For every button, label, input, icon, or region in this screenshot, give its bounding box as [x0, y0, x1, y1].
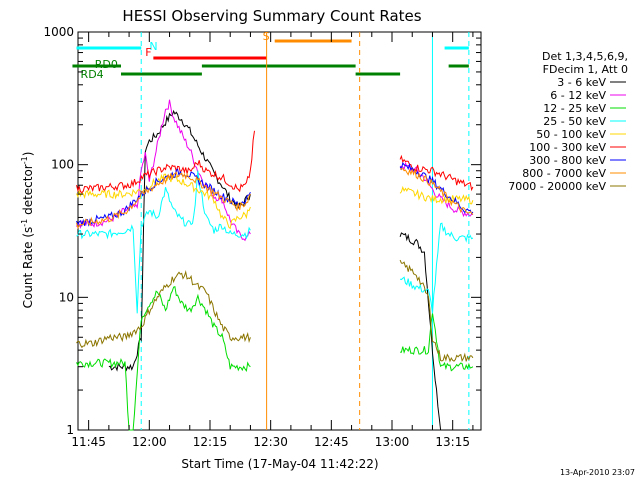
x-tick-label-4: 12:45 — [314, 435, 349, 449]
legend-entry-7: 800 - 7000 keV — [522, 167, 606, 180]
x-tick-label-1: 12:00 — [132, 435, 167, 449]
x-tick-label-0: 11:45 — [71, 435, 106, 449]
series-line-2-0 — [77, 287, 251, 430]
series-line-2-1 — [400, 313, 473, 370]
legend-entry-6: 300 - 800 keV — [529, 154, 606, 167]
legend-header-1: FDecim 1, Att 0 — [543, 63, 628, 76]
footer-date: 13-Apr-2010 23:07 — [560, 468, 635, 477]
legend-entry-8: 7000 - 20000 keV — [508, 180, 606, 193]
legend-header-0: Det 1,3,4,5,6,9, — [542, 50, 628, 63]
x-tick-label-6: 13:15 — [435, 435, 470, 449]
chart-title: HESSI Observing Summary Count Rates — [122, 7, 421, 25]
plot-frame — [78, 32, 481, 430]
x-axis-label: Start Time (17-May-04 11:42:22) — [181, 457, 378, 471]
legend-entry-5: 100 - 300 keV — [529, 141, 606, 154]
legend-entry-3: 25 - 50 keV — [543, 115, 606, 128]
legend: Det 1,3,4,5,6,9,FDecim 1, Att 03 - 6 keV… — [508, 50, 628, 193]
x-axis: 11:45 12:00 12:15 12:30 12:45 13:00 13:15 — [71, 32, 473, 449]
series-line-8-1 — [400, 260, 473, 361]
x-tick-label-3: 12:30 — [253, 435, 288, 449]
chart-canvas: HESSI Observing Summary Count Rates NFSR… — [0, 0, 640, 480]
x-tick-label-5: 13:00 — [375, 435, 410, 449]
y-tick-label-3: 1000 — [43, 25, 74, 39]
time-markers — [141, 32, 469, 430]
series-line-3-0 — [77, 171, 251, 314]
legend-entry-4: 50 - 100 keV — [536, 128, 606, 141]
flag-label-f: F — [145, 46, 151, 59]
legend-entry-2: 12 - 25 keV — [543, 102, 606, 115]
flag-label-s: S — [263, 30, 270, 43]
y-tick-label-0: 1 — [66, 423, 74, 437]
y-tick-label-1: 10 — [59, 290, 74, 304]
flag-label-rd4: RD4 — [81, 68, 104, 81]
series-line-3-1 — [400, 223, 473, 313]
y-tick-label-2: 100 — [51, 158, 74, 172]
legend-entry-0: 3 - 6 keV — [557, 76, 606, 89]
series-line-0-0 — [109, 111, 251, 370]
series-line-8-0 — [77, 272, 251, 347]
series-line-0-1 — [400, 233, 441, 430]
series-line-4-1 — [400, 187, 473, 203]
series-group — [77, 100, 473, 430]
series-line-7-1 — [400, 169, 473, 215]
legend-entry-1: 6 - 12 keV — [550, 89, 606, 102]
x-tick-label-2: 12:15 — [193, 435, 228, 449]
y-axis-label: Count Rate (s-1 detector-1) — [20, 152, 35, 309]
